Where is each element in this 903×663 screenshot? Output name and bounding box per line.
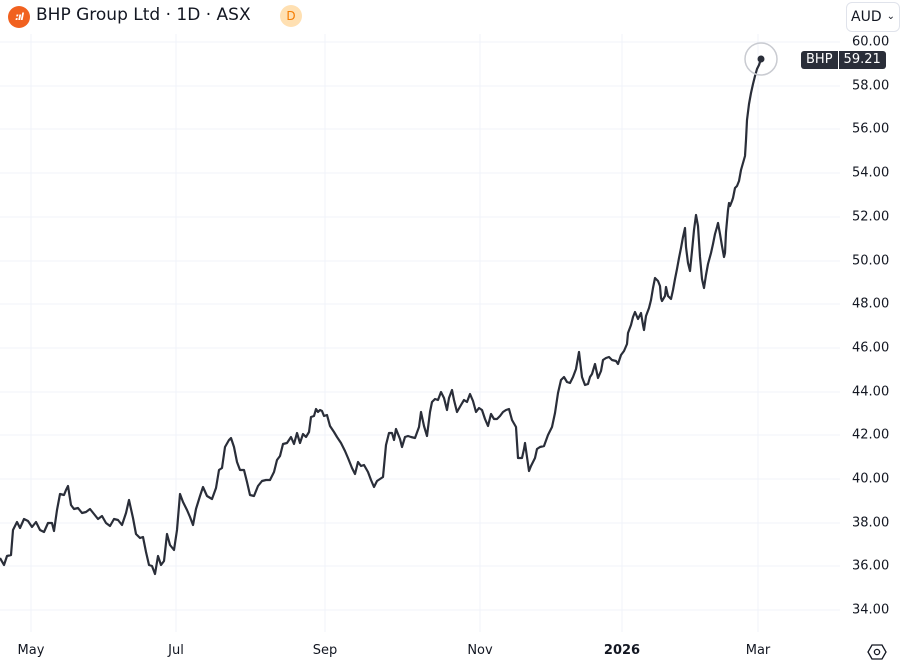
last-price-marker	[757, 55, 765, 63]
chart-header: :ıl BHP Group Ltd · 1D · ASX D	[0, 0, 840, 34]
currency-selector[interactable]: AUD ⌄	[846, 2, 900, 32]
y-tick: 36.00	[852, 558, 890, 574]
symbol-title[interactable]: BHP Group Ltd · 1D · ASX	[36, 5, 251, 25]
y-tick: 40.00	[852, 471, 890, 487]
y-tick: 60.00	[852, 34, 890, 50]
y-tick: 56.00	[852, 121, 890, 137]
x-tick: May	[17, 643, 45, 658]
currency-value: AUD	[851, 9, 882, 25]
y-tick: 42.00	[852, 427, 890, 443]
price-tag-value: 59.21	[837, 51, 886, 69]
x-tick-year: 2026	[603, 643, 641, 658]
y-tick: 38.00	[852, 515, 890, 531]
x-tick: Sep	[312, 643, 338, 658]
price-line	[0, 58, 763, 576]
chart-settings-icon[interactable]	[867, 642, 887, 662]
exchange-logo-icon: :ıl	[8, 6, 30, 28]
y-tick: 34.00	[852, 602, 890, 618]
delayed-data-badge[interactable]: D	[280, 5, 302, 27]
chevron-down-icon: ⌄	[886, 10, 895, 22]
y-tick: 50.00	[852, 253, 890, 269]
price-tag-symbol: BHP	[801, 51, 838, 69]
grid	[0, 34, 840, 632]
y-tick: 44.00	[852, 384, 890, 400]
y-tick: 52.00	[852, 209, 890, 225]
x-tick: Nov	[467, 643, 493, 658]
y-tick: 48.00	[852, 296, 890, 312]
last-price-label: BHP 59.21	[801, 51, 886, 69]
y-tick: 58.00	[852, 78, 890, 94]
y-tick: 46.00	[852, 340, 890, 356]
x-tick: Mar	[745, 643, 771, 658]
y-tick: 54.00	[852, 165, 890, 181]
last-price-marker-ring	[744, 42, 778, 76]
x-tick: Jul	[168, 643, 184, 658]
